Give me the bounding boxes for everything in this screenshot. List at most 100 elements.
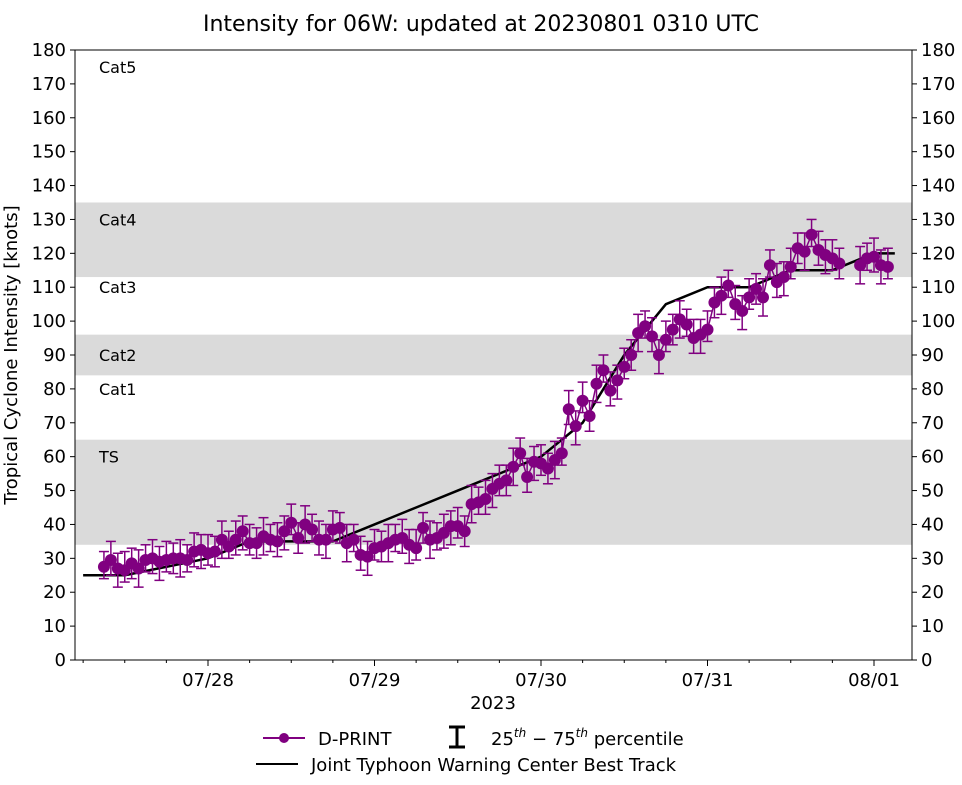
category-label-cat2: Cat2 (99, 346, 136, 365)
y-tick-label-right: 100 (921, 311, 955, 332)
dprint-point (521, 471, 534, 483)
dprint-point (479, 493, 492, 506)
y-tick-label-right: 180 (921, 40, 955, 61)
dprint-point (208, 545, 221, 558)
dprint-point (604, 384, 617, 397)
y-tick-label-left: 60 (43, 447, 66, 468)
dprint-point (507, 460, 520, 473)
dprint-point (625, 349, 638, 361)
y-tick-label-right: 80 (921, 379, 944, 400)
y-tick-label-left: 140 (32, 176, 66, 197)
legend-dprint-marker (279, 733, 289, 743)
dprint-point (715, 289, 728, 302)
dprint-point (777, 271, 790, 284)
y-tick-label-right: 170 (921, 74, 955, 95)
dprint-point (236, 525, 249, 538)
dprint-point (410, 542, 423, 555)
dprint-point (639, 320, 652, 333)
dprint-point (319, 533, 332, 546)
dprint-point (743, 291, 756, 304)
legend-percentile-label: 25th − 75th percentile (491, 726, 684, 750)
y-tick-label-right: 60 (921, 447, 944, 468)
dprint-point (680, 318, 693, 331)
legend: D-PRINT 25th − 75th percentile Joint Typ… (256, 725, 684, 776)
y-tick-label-right: 150 (921, 142, 955, 163)
y-tick-label-right: 20 (921, 582, 944, 603)
y-tick-label-right: 40 (921, 514, 944, 535)
y-tick-label-left: 50 (43, 481, 66, 502)
y-tick-label-left: 180 (32, 40, 66, 61)
y-tick-label-right: 120 (921, 243, 955, 264)
y-tick-label-right: 70 (921, 413, 944, 434)
x-tick-label: 07/28 (182, 670, 234, 691)
y-tick-label-right: 10 (921, 616, 944, 637)
y-tick-label-left: 160 (32, 108, 66, 129)
dprint-point (541, 462, 554, 475)
dprint-point (590, 377, 603, 390)
y-tick-label-left: 120 (32, 243, 66, 264)
y-tick-label-left: 100 (32, 311, 66, 332)
dprint-point (569, 420, 582, 433)
y-tick-label-left: 110 (32, 277, 66, 298)
y-tick-label-right: 110 (921, 277, 955, 298)
dprint-point (181, 554, 194, 567)
dprint-point (500, 474, 513, 487)
dprint-point (306, 523, 319, 536)
legend-best-track-label: Joint Typhoon Warning Center Best Track (310, 755, 677, 776)
y-tick-label-left: 40 (43, 514, 66, 535)
dprint-point (555, 447, 568, 460)
dprint-point (229, 533, 242, 546)
dprint-point (417, 521, 430, 534)
category-label-cat5: Cat5 (99, 58, 136, 77)
dprint-point (763, 259, 776, 272)
dprint-point (458, 525, 471, 538)
dprint-point (805, 228, 818, 241)
dprint-point (562, 403, 575, 416)
dprint-point (576, 394, 589, 407)
x-axis-label: 2023 (470, 693, 516, 714)
y-tick-label-left: 130 (32, 209, 66, 230)
dprint-point (722, 279, 735, 292)
dprint-point (104, 554, 117, 567)
y-tick-label-left: 170 (32, 74, 66, 95)
y-tick-label-right: 90 (921, 345, 944, 366)
y-tick-label-left: 0 (55, 650, 66, 671)
y-tick-label-right: 140 (921, 176, 955, 197)
dprint-point (597, 364, 610, 377)
x-tick-label: 07/29 (349, 670, 401, 691)
dprint-point (132, 562, 145, 575)
dprint-point (659, 333, 672, 346)
dprint-line-segment (561, 409, 570, 454)
dprint-point (611, 374, 624, 387)
dprint-point (514, 447, 527, 460)
legend-dprint-label: D-PRINT (318, 729, 392, 750)
category-label-cat3: Cat3 (99, 278, 136, 297)
x-tick-label: 08/01 (848, 670, 900, 691)
dprint-point (701, 323, 714, 336)
category-label-cat4: Cat4 (99, 210, 136, 229)
dprint-point (868, 250, 880, 263)
dprint-point (798, 245, 811, 258)
dprint-point (736, 304, 749, 317)
dprint-point (652, 349, 665, 361)
y-tick-label-right: 130 (921, 209, 955, 230)
x-tick-label: 07/30 (515, 670, 567, 691)
dprint-point (292, 532, 305, 544)
y-axis-label: Tropical Cyclone Intensity [knots] (1, 205, 22, 505)
dprint-point (646, 330, 658, 343)
category-label-cat1: Cat1 (99, 380, 136, 399)
y-tick-label-left: 80 (43, 379, 66, 400)
dprint-point (618, 360, 631, 373)
dprint-point (757, 291, 769, 304)
x-tick-label: 07/31 (682, 670, 734, 691)
category-band-cat2 (75, 334, 912, 376)
y-tick-label-right: 0 (921, 650, 932, 671)
y-tick-label-left: 10 (43, 616, 66, 637)
dprint-point (666, 323, 679, 336)
y-tick-label-right: 30 (921, 548, 944, 569)
dprint-point (361, 550, 374, 563)
dprint-point (333, 521, 346, 534)
y-tick-label-left: 30 (43, 548, 66, 569)
y-tick-label-left: 150 (32, 142, 66, 163)
